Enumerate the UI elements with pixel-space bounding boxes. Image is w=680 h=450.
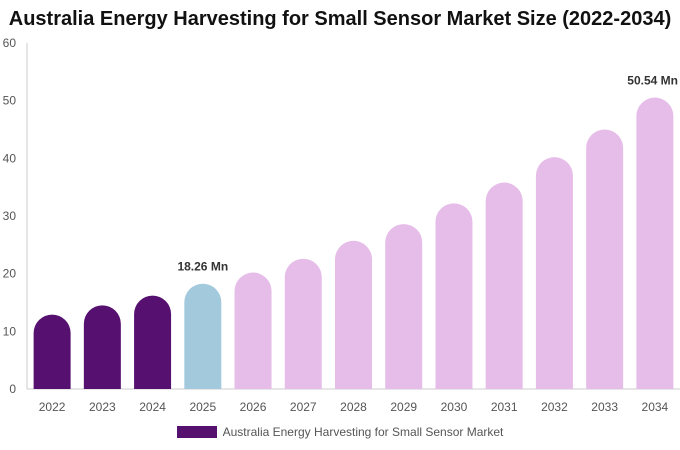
x-tick-label: 2031 xyxy=(491,400,518,414)
y-tick-label: 40 xyxy=(3,151,17,165)
bar-2026 xyxy=(234,272,272,389)
bar-2029 xyxy=(385,224,423,389)
bars-group xyxy=(33,97,674,389)
x-tick-label: 2033 xyxy=(591,400,618,414)
bar-2034 xyxy=(636,97,674,389)
x-tick-label: 2027 xyxy=(290,400,317,414)
bar-2022 xyxy=(33,314,71,389)
bar-2032 xyxy=(535,157,573,389)
bar-2030 xyxy=(435,203,473,389)
y-tick-label: 0 xyxy=(9,382,16,396)
bar-2031 xyxy=(485,182,523,389)
legend: Australia Energy Harvesting for Small Se… xyxy=(0,425,680,439)
y-tick-label: 20 xyxy=(3,267,17,281)
y-tick-label: 30 xyxy=(3,209,17,223)
bar-2033 xyxy=(586,129,624,389)
bar-2028 xyxy=(335,240,372,389)
legend-label: Australia Energy Harvesting for Small Se… xyxy=(222,425,504,439)
x-tick-label: 2025 xyxy=(189,400,216,414)
bar-2024 xyxy=(134,295,172,389)
bar-2023 xyxy=(83,305,121,389)
x-tick-label: 2022 xyxy=(39,400,66,414)
x-tick-label: 2026 xyxy=(240,400,267,414)
bar-2027 xyxy=(284,258,322,389)
x-tick-label: 2023 xyxy=(89,400,116,414)
x-tick-label: 2028 xyxy=(340,400,367,414)
x-tick-label: 2030 xyxy=(441,400,468,414)
y-tick-label: 50 xyxy=(3,94,17,108)
data-label-2034: 50.54 Mn xyxy=(627,74,678,88)
legend-swatch xyxy=(176,426,217,438)
y-tick-label: 10 xyxy=(3,324,17,338)
x-tick-label: 2029 xyxy=(390,400,417,414)
x-tick-label: 2032 xyxy=(541,400,568,414)
chart-title: Australia Energy Harvesting for Small Se… xyxy=(8,8,672,30)
x-tick-label: 2034 xyxy=(642,400,669,414)
y-tick-label: 60 xyxy=(3,36,17,50)
labels-group: 2022 2023 2024 2025 2026 2027 2028 2029 2030 2031… xyxy=(39,74,678,414)
bar-2025 xyxy=(184,283,222,389)
x-tick-label: 2024 xyxy=(139,400,166,414)
data-label-2025: 18.26 Mn xyxy=(177,260,228,274)
